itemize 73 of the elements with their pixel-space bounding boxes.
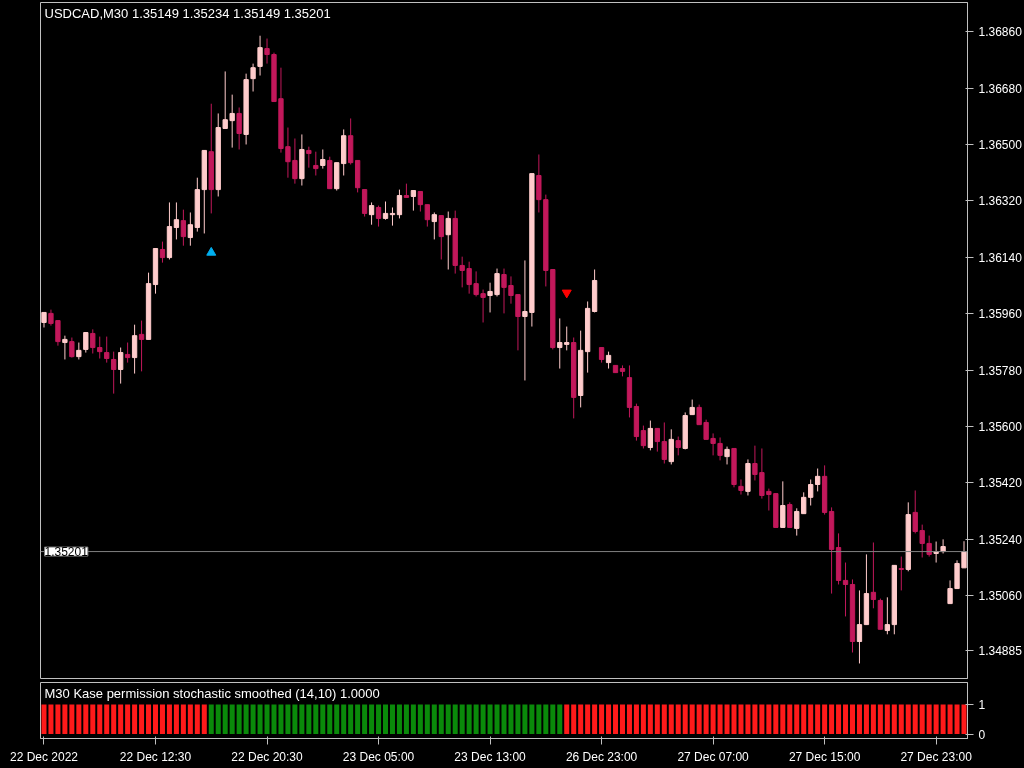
candlestick	[675, 436, 681, 456]
x-tick-label: 27 Dec 23:00	[900, 749, 973, 764]
candlestick	[104, 336, 110, 364]
chart-title: M30 Kase permission stochastic smoothed (14,10) 1.0000	[44, 685, 380, 701]
candlestick	[431, 211, 437, 240]
candlestick	[62, 335, 68, 360]
y-tick-label: 1.36680	[978, 81, 1023, 96]
x-tick-label: 22 Dec 20:30	[231, 749, 304, 764]
x-tick-label: 26 Dec 23:00	[565, 749, 638, 764]
y-tick-label: 1.34885	[978, 644, 1023, 659]
y-tick-label: 1.35600	[978, 420, 1023, 435]
candlestick	[361, 189, 368, 218]
x-tick-label: 23 Dec 05:00	[342, 749, 415, 764]
candlestick	[668, 428, 674, 465]
chart-title: USDCAD,M30 1.35149 1.35234 1.35149 1.35201	[44, 5, 331, 21]
candlestick	[898, 556, 904, 591]
y-tick-label: 1	[978, 698, 986, 713]
candlestick	[306, 146, 312, 169]
candlestick	[424, 204, 430, 228]
candlestick	[138, 320, 145, 372]
candlestick	[69, 337, 75, 359]
x-tick-label: 22 Dec 2022	[9, 749, 79, 764]
candlestick	[131, 324, 138, 375]
candlestick	[375, 205, 382, 228]
candlestick	[187, 211, 194, 247]
candlestick	[445, 211, 451, 271]
candlestick	[787, 501, 793, 528]
candlestick	[661, 421, 667, 465]
candlestick	[236, 106, 242, 150]
y-tick-label: 1.35240	[978, 532, 1023, 547]
candlestick	[124, 342, 131, 364]
candlestick	[396, 189, 403, 219]
candlestick	[438, 215, 444, 260]
candlestick	[814, 468, 821, 492]
candlestick	[368, 201, 375, 226]
candlestick	[382, 201, 389, 221]
x-tick-label: 27 Dec 07:00	[677, 749, 750, 764]
candlestick	[180, 209, 187, 247]
candlestick	[250, 63, 256, 93]
candlestick	[111, 351, 117, 395]
candlestick	[654, 427, 660, 453]
y-tick-label: 1.36320	[978, 194, 1023, 209]
y-tick-label: 0	[978, 727, 986, 742]
x-tick-label: 22 Dec 12:30	[119, 749, 192, 764]
candlestick	[257, 35, 263, 77]
candlestick	[389, 206, 396, 227]
candlestick	[410, 190, 417, 212]
y-tick-label: 1.35960	[978, 307, 1023, 322]
candlestick	[647, 420, 654, 451]
x-tick-label: 23 Dec 13:00	[454, 749, 527, 764]
candlestick	[640, 425, 647, 449]
candlestick	[173, 201, 180, 240]
y-tick-label: 1.35420	[978, 476, 1023, 491]
candlestick	[884, 596, 891, 635]
candlestick	[83, 332, 89, 354]
candlestick	[856, 589, 863, 664]
candlestick	[780, 480, 786, 528]
y-tick-label: 1.36860	[978, 25, 1023, 40]
candlestick	[117, 347, 124, 385]
candlestick	[159, 241, 166, 264]
y-tick-label: 1.35780	[978, 363, 1023, 378]
candlestick	[724, 446, 730, 465]
candlestick	[417, 190, 424, 213]
y-tick-label: 1.36500	[978, 137, 1023, 152]
y-tick-label: 1.36140	[978, 250, 1023, 265]
candlestick	[870, 541, 877, 609]
candlestick	[320, 148, 326, 170]
candlestick	[313, 151, 319, 176]
candlestick	[842, 562, 849, 617]
x-tick-label: 27 Dec 15:00	[788, 749, 861, 764]
ref-line-label: 1.35201	[44, 545, 89, 560]
candlestick	[738, 478, 744, 496]
y-tick-label: 1.35060	[978, 589, 1023, 604]
